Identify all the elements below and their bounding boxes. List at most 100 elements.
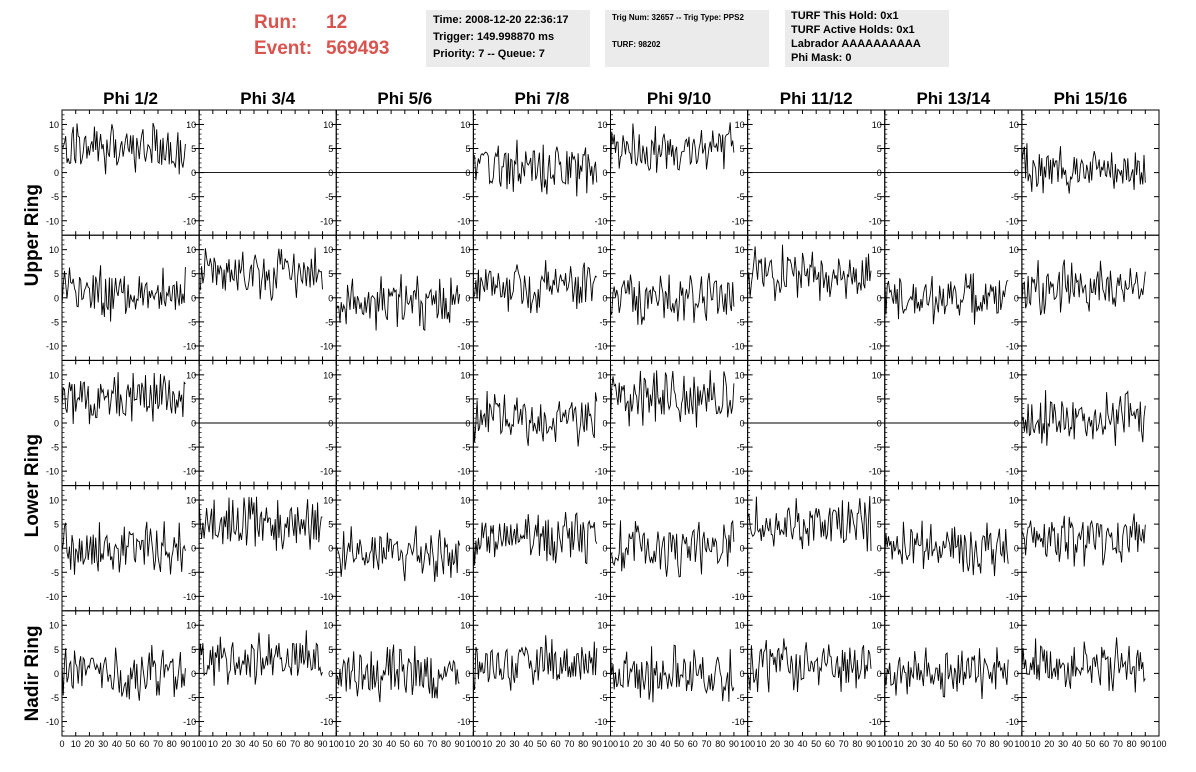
y-tick-label: 0: [877, 669, 882, 679]
y-tick-label: -10: [594, 592, 607, 602]
y-tick-label: 10: [323, 245, 333, 255]
y-tick-label: -5: [599, 317, 607, 327]
run-value: 12: [326, 12, 348, 33]
y-tick-label: 10: [186, 120, 196, 130]
y-tick-label: 5: [877, 645, 882, 655]
y-tick-label: -5: [188, 568, 196, 578]
x-tick-label: 10: [482, 739, 492, 749]
y-tick-label: -5: [874, 693, 882, 703]
y-tick-label: 10: [1009, 245, 1019, 255]
y-tick-label: 10: [49, 245, 59, 255]
x-tick-label: 70: [701, 739, 711, 749]
panel-frame: [884, 610, 1023, 737]
waveform-trace: [61, 644, 186, 701]
x-tick-label: 50: [811, 739, 821, 749]
ring-label: Upper Ring: [22, 184, 43, 286]
y-tick-label: 10: [597, 120, 607, 130]
waveform-trace: [61, 372, 186, 425]
y-tick-label: 0: [54, 168, 59, 178]
x-tick-label: 10: [345, 739, 355, 749]
y-tick-label: -5: [1011, 443, 1019, 453]
y-tick-label: -10: [320, 467, 333, 477]
y-tick-label: -10: [46, 216, 59, 226]
y-tick-label: -10: [457, 341, 470, 351]
y-tick-label: -10: [594, 467, 607, 477]
y-tick-label: -5: [462, 693, 470, 703]
y-tick-label: -5: [188, 693, 196, 703]
y-tick-label: 10: [323, 621, 333, 631]
y-tick-label: -5: [462, 568, 470, 578]
labrador-text: Labrador AAAAAAAAAA: [791, 38, 921, 50]
y-tick-label: -10: [869, 717, 882, 727]
x-tick-label: 50: [126, 739, 136, 749]
x-tick-label: 100: [329, 739, 344, 749]
x-tick-label: 30: [510, 739, 520, 749]
y-tick-label: 0: [191, 168, 196, 178]
y-tick-label: 5: [328, 520, 333, 530]
y-tick-label: 10: [872, 496, 882, 506]
y-tick-label: -5: [737, 693, 745, 703]
x-tick-label: 70: [564, 739, 574, 749]
y-tick-label: 10: [872, 120, 882, 130]
y-tick-label: 10: [460, 120, 470, 130]
waveform-trace: [472, 511, 598, 566]
y-tick-label: -10: [594, 717, 607, 727]
y-tick-label: 0: [877, 544, 882, 554]
y-tick-label: 0: [328, 168, 333, 178]
y-tick-label: -10: [869, 341, 882, 351]
waveform-trace: [1021, 390, 1146, 446]
waveform-trace: [61, 122, 186, 175]
x-tick-label: 30: [98, 739, 108, 749]
y-tick-label: 5: [602, 144, 607, 154]
waveform-trace: [1021, 259, 1146, 316]
y-tick-label: -5: [1011, 568, 1019, 578]
y-tick-label: -5: [188, 443, 196, 453]
waveform-trace: [1021, 143, 1146, 194]
x-tick-label: 100: [192, 739, 207, 749]
waveform-trace: [472, 390, 598, 447]
panel-frame: [472, 234, 611, 361]
y-tick-label: 10: [49, 621, 59, 631]
run-event-block: Run: 12 Event: 569493: [250, 8, 420, 64]
y-tick-label: 10: [323, 496, 333, 506]
y-tick-label: 10: [872, 245, 882, 255]
x-tick-label: 70: [153, 739, 163, 749]
y-tick-label: 10: [735, 496, 745, 506]
y-tick-label: 5: [54, 645, 59, 655]
trig-num-panel: Trig Num: 32657 -- Trig Type: PPS2 TURF:…: [605, 10, 769, 67]
y-tick-label: 0: [1014, 293, 1019, 303]
y-tick-label: 5: [1014, 269, 1019, 279]
x-tick-label: 10: [893, 739, 903, 749]
y-tick-label: -10: [183, 717, 196, 727]
y-tick-label: 5: [54, 144, 59, 154]
waveform-trace: [198, 630, 323, 686]
column-header: Phi 5/6: [377, 89, 432, 108]
trigger-text: Trigger: 149.998870 ms: [433, 31, 555, 43]
y-tick-label: -5: [51, 693, 59, 703]
x-tick-label: 40: [386, 739, 396, 749]
y-tick-label: 10: [460, 621, 470, 631]
y-tick-label: -5: [325, 192, 333, 202]
y-tick-label: -5: [737, 317, 745, 327]
y-tick-label: -10: [457, 467, 470, 477]
y-tick-label: -5: [599, 693, 607, 703]
waveform-trace: [747, 495, 872, 552]
y-tick-label: 10: [872, 370, 882, 380]
y-tick-label: -10: [320, 216, 333, 226]
waveform-trace: [610, 272, 735, 325]
y-tick-label: -5: [51, 317, 59, 327]
y-tick-label: 5: [465, 144, 470, 154]
y-tick-label: 0: [877, 419, 882, 429]
y-tick-label: 5: [877, 520, 882, 530]
waveform-trace: [610, 122, 735, 174]
y-tick-label: 10: [460, 496, 470, 506]
y-tick-label: 0: [54, 544, 59, 554]
x-tick-label: 70: [290, 739, 300, 749]
y-tick-label: 10: [186, 621, 196, 631]
x-tick-label: 100: [1014, 739, 1029, 749]
x-tick-label: 70: [839, 739, 849, 749]
y-tick-label: 5: [1014, 520, 1019, 530]
y-tick-label: -10: [46, 717, 59, 727]
y-tick-label: 0: [328, 419, 333, 429]
